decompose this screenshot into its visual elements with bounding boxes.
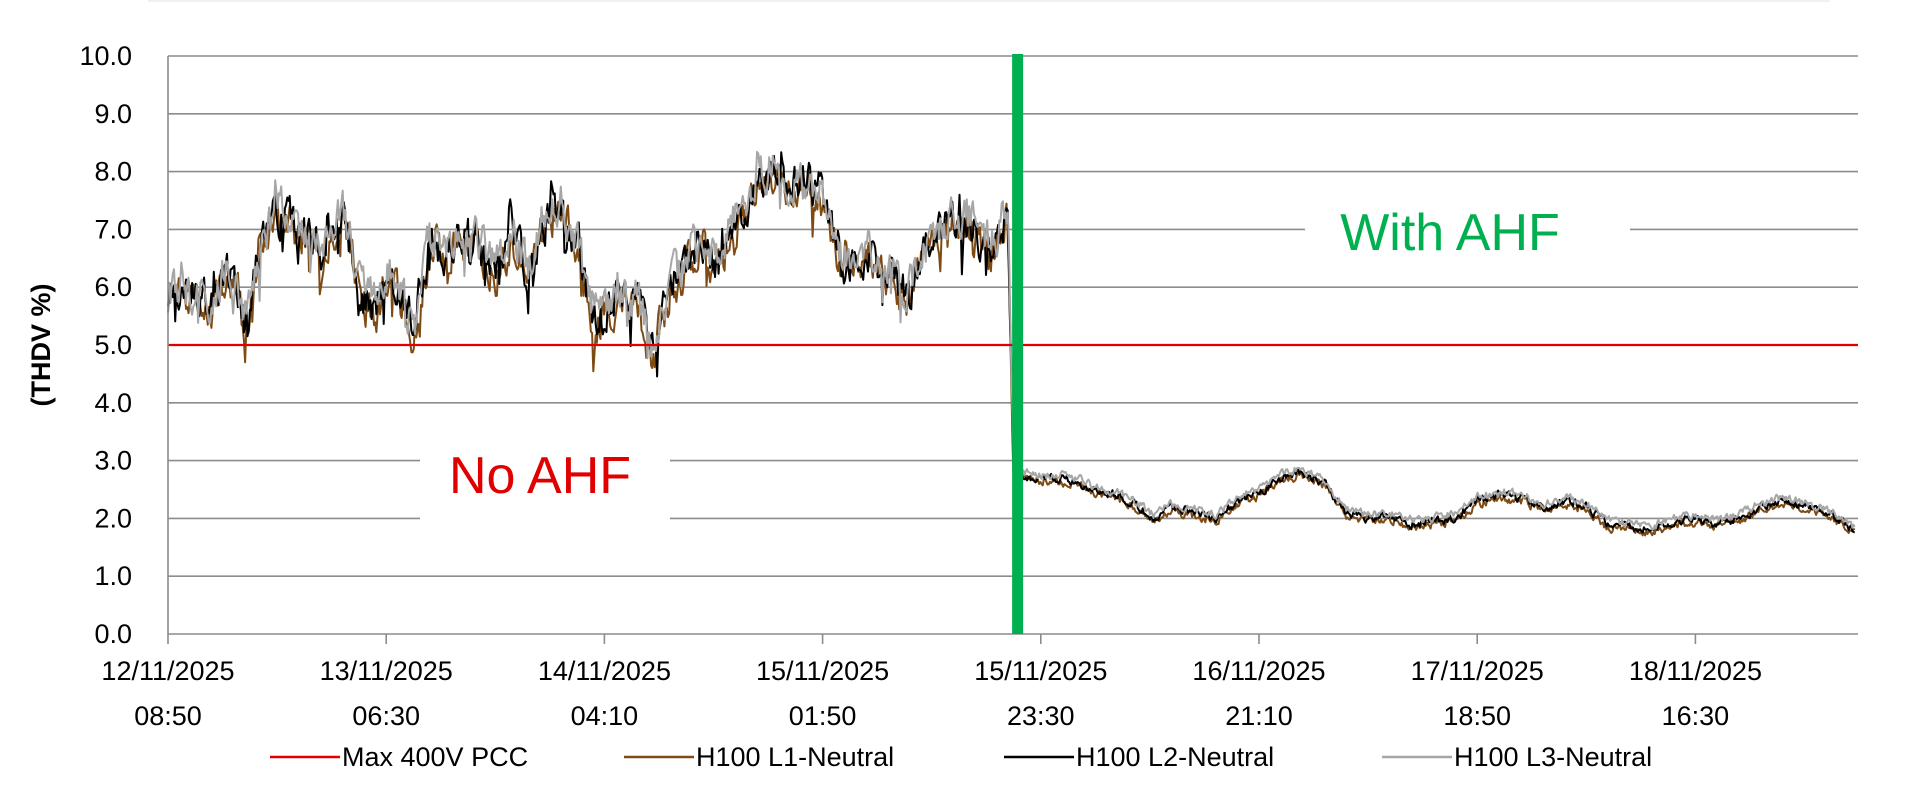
y-tick-label: 8.0 — [94, 157, 132, 187]
x-tick-time: 06:30 — [352, 701, 420, 731]
x-tick-date: 17/11/2025 — [1411, 656, 1544, 686]
axes: 0.0 1.0 2.0 3.0 4.0 5.0 6.0 7.0 8.0 9.0 10.0 12/11/… — [26, 41, 1858, 731]
x-tick-time: 04:10 — [571, 701, 639, 731]
x-tick-time: 23:30 — [1007, 701, 1075, 731]
y-tick-label: 7.0 — [94, 214, 132, 244]
legend-item-h100-l1-neutral[interactable]: H100 L1-Neutral — [624, 742, 894, 772]
legend[interactable]: Max 400V PCC H100 L1-Neutral H100 L2-Neutr… — [270, 742, 1652, 772]
x-tick-time: 18:50 — [1443, 701, 1511, 731]
series-lines — [167, 150, 1856, 537]
legend-label: H100 L3-Neutral — [1454, 742, 1652, 772]
y-tick-label: 3.0 — [94, 446, 132, 476]
legend-item-max-400v-pcc[interactable]: Max 400V PCC — [270, 742, 528, 772]
x-tick-time: 08:50 — [134, 701, 202, 731]
x-tick-time: 21:10 — [1225, 701, 1293, 731]
x-tick-date: 16/11/2025 — [1192, 656, 1325, 686]
x-tick-date: 13/11/2025 — [320, 656, 453, 686]
y-tick-label: 5.0 — [94, 330, 132, 360]
y-tick-label: 4.0 — [94, 388, 132, 418]
with-ahf-backing — [1305, 185, 1630, 285]
annotation-with-ahf: With AHF — [1340, 204, 1560, 262]
annotation-no-ahf: No AHF — [449, 447, 631, 505]
no-ahf-backing — [420, 430, 670, 520]
legend-label: H100 L1-Neutral — [696, 742, 894, 772]
legend-item-h100-l2-neutral[interactable]: H100 L2-Neutral — [1004, 742, 1274, 772]
y-axis-label: (THDV %) — [26, 284, 56, 407]
y-tick-label: 9.0 — [94, 99, 132, 129]
y-tick-label: 1.0 — [94, 561, 132, 591]
annotations: No AHF With AHF — [420, 54, 1630, 634]
x-tick-date: 15/11/2025 — [756, 656, 889, 686]
x-tick-time: 01:50 — [789, 701, 857, 731]
y-tick-label: 0.0 — [94, 619, 132, 649]
series-line-h100-l3-neutral — [167, 150, 1856, 531]
x-tick-time: 16:30 — [1662, 701, 1730, 731]
y-tick-label: 2.0 — [94, 503, 132, 533]
x-tick-date: 18/11/2025 — [1629, 656, 1762, 686]
y-tick-label: 10.0 — [79, 41, 132, 71]
x-tick-date: 14/11/2025 — [538, 656, 671, 686]
x-tick-date: 15/11/2025 — [974, 656, 1107, 686]
legend-item-h100-l3-neutral[interactable]: H100 L3-Neutral — [1382, 742, 1652, 772]
legend-label: H100 L2-Neutral — [1076, 742, 1274, 772]
x-tick-date: 12/11/2025 — [101, 656, 234, 686]
legend-label: Max 400V PCC — [342, 742, 528, 772]
y-tick-label: 6.0 — [94, 272, 132, 302]
